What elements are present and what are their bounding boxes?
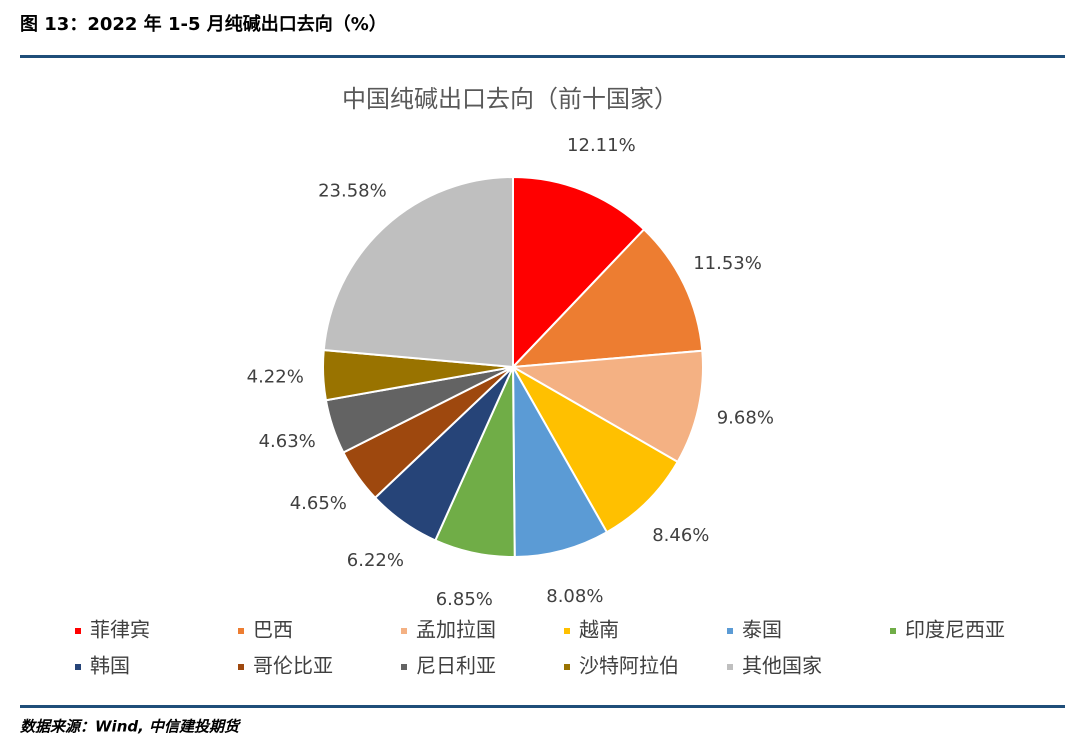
- data-label: 6.85%: [436, 589, 493, 610]
- legend-marker: [564, 628, 570, 634]
- data-label: 11.53%: [693, 253, 762, 274]
- legend-marker: [238, 664, 244, 670]
- legend-marker: [890, 628, 896, 634]
- legend-label: 韩国: [90, 654, 130, 678]
- bottom-rule: [20, 705, 1065, 708]
- data-label: 8.08%: [546, 586, 603, 607]
- data-label: 8.46%: [652, 525, 709, 546]
- legend-label: 巴西: [253, 618, 293, 642]
- data-label: 6.22%: [347, 550, 404, 571]
- legend-label: 泰国: [742, 618, 782, 642]
- legend-marker: [75, 628, 81, 634]
- legend-label: 尼日利亚: [416, 654, 496, 678]
- pie-slice: [511, 363, 609, 559]
- data-label: 4.63%: [259, 431, 316, 452]
- legend-marker: [727, 664, 733, 670]
- legend-marker: [401, 628, 407, 634]
- data-label: 4.65%: [290, 493, 347, 514]
- pie-slice: [512, 175, 646, 370]
- data-label: 12.11%: [567, 135, 636, 156]
- pie-slice: [510, 227, 704, 369]
- pie-slice: [509, 349, 704, 464]
- pie-slice: [510, 364, 680, 534]
- legend-label: 印度尼西亚: [905, 618, 1005, 642]
- legend-marker: [238, 628, 244, 634]
- legend-label: 其他国家: [742, 654, 822, 678]
- chart-title: 中国纯碱出口去向（前十国家）: [342, 85, 678, 113]
- legend-marker: [75, 664, 81, 670]
- source-note: 数据来源：Wind, 中信建投期货: [20, 718, 242, 736]
- data-label: 9.68%: [717, 408, 774, 429]
- pie-slice: [322, 175, 514, 369]
- legend-label: 菲律宾: [90, 618, 150, 642]
- legend-marker: [727, 628, 733, 634]
- legend-label: 哥伦比亚: [253, 654, 333, 678]
- legend-label: 越南: [579, 618, 619, 642]
- data-label: 23.58%: [318, 180, 387, 201]
- legend-marker: [401, 664, 407, 670]
- legend-marker: [564, 664, 570, 670]
- top-rule: [20, 55, 1065, 58]
- data-label: 4.22%: [247, 366, 304, 387]
- legend-label: 沙特阿拉伯: [579, 654, 679, 678]
- legend-label: 孟加拉国: [416, 618, 496, 642]
- figure-title: 图 13：2022 年 1-5 月纯碱出口去向（%）: [20, 13, 387, 35]
